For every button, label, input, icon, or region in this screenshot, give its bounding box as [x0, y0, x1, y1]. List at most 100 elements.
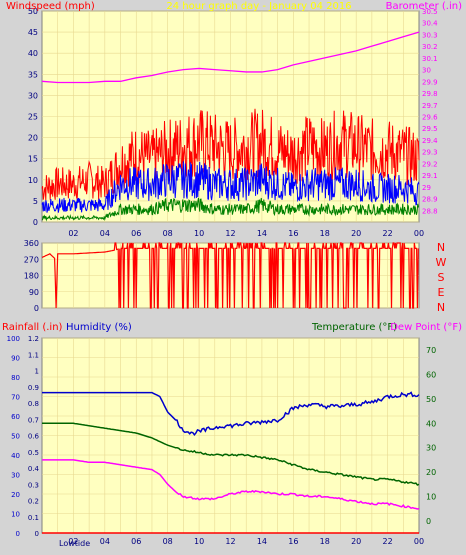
time-tick-label: 14	[257, 537, 267, 546]
humidity-tick-label: 80	[11, 374, 20, 382]
windspeed-axis-ticks: 0 5 10 15 20 25 30 35 40 45 50	[28, 7, 38, 227]
rainfall-tick-label: 0.2	[28, 498, 39, 506]
barometer-tick-label: 29.1	[422, 172, 438, 180]
barometer-tick-label: 30.1	[422, 55, 438, 63]
humidity-tick-label: 0	[16, 530, 20, 538]
time-axis-ticks-top: 02 04 06 08 10 12 14 16 18 20 22 00	[68, 229, 424, 238]
rainfall-tick-label: 0.9	[28, 384, 39, 392]
temperature-series	[42, 422, 420, 486]
time-tick-label: 00	[414, 537, 424, 546]
barometer-tick-label: 29.9	[422, 78, 438, 86]
direction-tick-label: 270	[24, 255, 39, 264]
time-tick-label: 16	[288, 229, 298, 238]
time-tick-label: 06	[131, 537, 141, 546]
barometer-tick-label: 30.3	[422, 31, 438, 39]
time-tick-label: 16	[288, 537, 298, 546]
time-tick-label: 02	[68, 537, 78, 546]
temperature-tick-label: 0	[426, 517, 431, 526]
time-tick-label: 18	[320, 229, 330, 238]
temperature-tick-label: 50	[426, 395, 436, 404]
compass-letter: N	[437, 241, 445, 254]
windspeed-tick-label: 10	[28, 176, 38, 185]
rainfall-tick-label: 0.7	[28, 416, 39, 424]
windspeed-tick-label: 30	[28, 91, 38, 100]
humidity-axis-label: Humidity (%)	[66, 322, 132, 333]
wind-average-series	[41, 161, 420, 213]
time-tick-label: 12	[225, 229, 235, 238]
dewpoint-series	[42, 459, 420, 510]
humidity-tick-label: 100	[7, 335, 20, 343]
barometer-axis-ticks: 28.8 28.9 29 29.1 29.2 29.3 29.4 29.5 29.6 29.7 29…	[422, 8, 438, 215]
wind-gust-series	[41, 108, 420, 201]
time-tick-label: 20	[351, 229, 361, 238]
humidity-tick-label: 90	[11, 355, 20, 363]
temperature-tick-label: 20	[426, 468, 436, 477]
temp-humidity-series	[42, 391, 420, 534]
barometer-tick-label: 29.4	[422, 137, 438, 145]
compass-letter: W	[436, 256, 447, 269]
direction-tick-label: 180	[24, 272, 39, 281]
wind-low-series	[41, 197, 420, 222]
barometer-tick-label: 29.6	[422, 114, 438, 122]
temperature-axis-label: Temperature (°F)	[311, 322, 397, 333]
time-axis-ticks-bottom: 02 04 06 08 10 12 14 16 18 20 22 00	[68, 537, 424, 546]
windspeed-tick-label: 40	[28, 49, 38, 58]
lowtide-label: Lowtide	[59, 539, 90, 548]
time-tick-label: 20	[351, 537, 361, 546]
time-tick-label: 10	[194, 537, 204, 546]
time-tick-label: 14	[257, 229, 267, 238]
rainfall-axis-label: Rainfall (.in)	[2, 322, 63, 333]
barometer-tick-label: 28.9	[422, 196, 438, 204]
time-tick-label: 08	[163, 537, 173, 546]
wind-direction-axis-ticks: 0 90 180 270 360	[24, 239, 39, 313]
rainfall-axis-ticks: 0 0.1 0.2 0.3 0.4 0.5 0.6 0.7 0.8 0.9 1 1.1 1.2	[28, 335, 40, 538]
compass-letter: N	[437, 301, 445, 314]
rainfall-tick-label: 0	[35, 530, 39, 538]
barometer-tick-label: 29.7	[422, 102, 438, 110]
windspeed-tick-label: 25	[28, 113, 38, 122]
time-tick-label: 06	[131, 229, 141, 238]
humidity-tick-label: 50	[11, 433, 20, 441]
barometer-tick-label: 30.4	[422, 20, 438, 28]
rainfall-tick-label: 0.6	[28, 433, 40, 441]
barometer-tick-label: 30	[422, 67, 431, 75]
windspeed-axis-label: Windspeed (mph)	[6, 1, 95, 12]
windspeed-tick-label: 5	[33, 197, 38, 206]
barometer-tick-label: 29.5	[422, 125, 438, 133]
rainfall-tick-label: 0.1	[28, 514, 39, 522]
humidity-tick-label: 30	[11, 472, 20, 480]
temperature-axis-ticks: 0 10 20 30 40 50 60 70	[426, 346, 436, 526]
humidity-tick-label: 20	[11, 491, 20, 499]
temperature-tick-label: 40	[426, 419, 436, 428]
humidity-tick-label: 70	[11, 394, 20, 402]
temperature-tick-label: 70	[426, 346, 436, 355]
time-tick-label: 22	[382, 537, 392, 546]
direction-tick-label: 90	[29, 288, 39, 297]
temperature-tick-label: 60	[426, 371, 436, 380]
temperature-tick-label: 10	[426, 492, 436, 501]
time-tick-label: 22	[382, 229, 392, 238]
time-tick-label: 18	[320, 537, 330, 546]
barometer-axis-label: Barometer (.in)	[386, 1, 462, 12]
barometer-tick-label: 28.8	[422, 207, 438, 215]
rainfall-tick-label: 1	[35, 368, 39, 376]
rainfall-tick-label: 0.8	[28, 400, 39, 408]
humidity-tick-label: 40	[11, 452, 20, 460]
time-tick-label: 00	[414, 229, 424, 238]
windspeed-tick-label: 20	[28, 134, 38, 143]
dewpoint-axis-label: Dew Point (°F)	[390, 322, 462, 333]
humidity-axis-ticks: 0 10 20 30 40 50 60 70 80 90 100	[7, 335, 20, 538]
temperature-tick-label: 30	[426, 444, 436, 453]
barometer-tick-label: 29.3	[422, 149, 438, 157]
barometer-tick-label: 30.5	[422, 8, 438, 16]
compass-letter: E	[438, 286, 445, 299]
time-tick-label: 08	[163, 229, 173, 238]
chart-title: 24 hour graph day - January 04 2016	[166, 1, 351, 12]
rainfall-tick-label: 0.5	[28, 449, 39, 457]
time-tick-label: 12	[225, 537, 235, 546]
windspeed-tick-label: 35	[28, 70, 38, 79]
rainfall-tick-label: 0.3	[28, 481, 39, 489]
direction-tick-label: 360	[24, 239, 39, 248]
